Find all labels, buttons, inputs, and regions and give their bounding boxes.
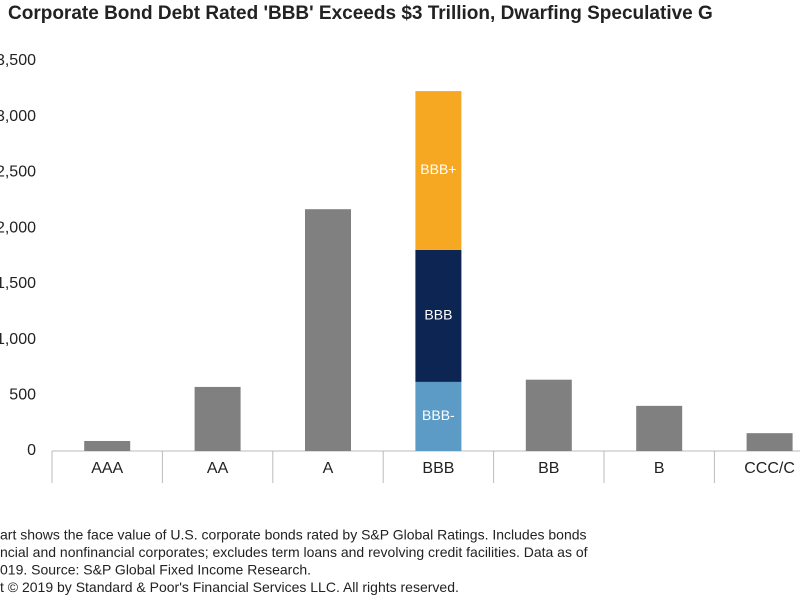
footnote: 019. Source: S&P Global Fixed Income Res… bbox=[0, 562, 311, 578]
x-tick-label: BBB bbox=[422, 460, 454, 477]
segment-label: BBB- bbox=[422, 407, 455, 423]
bar bbox=[415, 91, 462, 250]
bar bbox=[636, 405, 683, 451]
footnote: art shows the face value of U.S. corpora… bbox=[0, 527, 587, 543]
x-tick-label: BB bbox=[538, 460, 559, 477]
x-tick-label: B bbox=[654, 460, 665, 477]
y-tick-label: 2,000 bbox=[0, 219, 36, 236]
chart-title: Corporate Bond Debt Rated 'BBB' Exceeds … bbox=[8, 3, 713, 24]
x-tick-label: AAA bbox=[91, 460, 123, 477]
bar bbox=[194, 386, 241, 451]
y-tick-label: 3,500 bbox=[0, 52, 36, 69]
footnote: t © 2019 by Standard & Poor's Financial … bbox=[0, 579, 459, 595]
x-tick-label: A bbox=[323, 460, 334, 477]
y-tick-label: 2,500 bbox=[0, 164, 36, 181]
y-tick-label: 3,000 bbox=[0, 108, 36, 125]
y-tick-label: 0 bbox=[27, 442, 36, 459]
y-tick-label: 1,000 bbox=[0, 331, 36, 348]
y-tick-label: 1,500 bbox=[0, 275, 36, 292]
x-tick-label: CCC/C bbox=[744, 460, 795, 477]
bar bbox=[415, 381, 462, 451]
x-tick-label: AA bbox=[207, 460, 229, 477]
bar bbox=[525, 379, 572, 451]
bar bbox=[415, 249, 462, 382]
segment-label: BBB bbox=[424, 307, 452, 323]
bar bbox=[746, 433, 793, 451]
bar bbox=[305, 209, 351, 451]
footnote: ncial and nonfinancial corporates; exclu… bbox=[0, 544, 588, 560]
segment-label: BBB+ bbox=[420, 161, 456, 177]
bar bbox=[84, 440, 131, 451]
y-tick-label: 500 bbox=[9, 387, 36, 404]
